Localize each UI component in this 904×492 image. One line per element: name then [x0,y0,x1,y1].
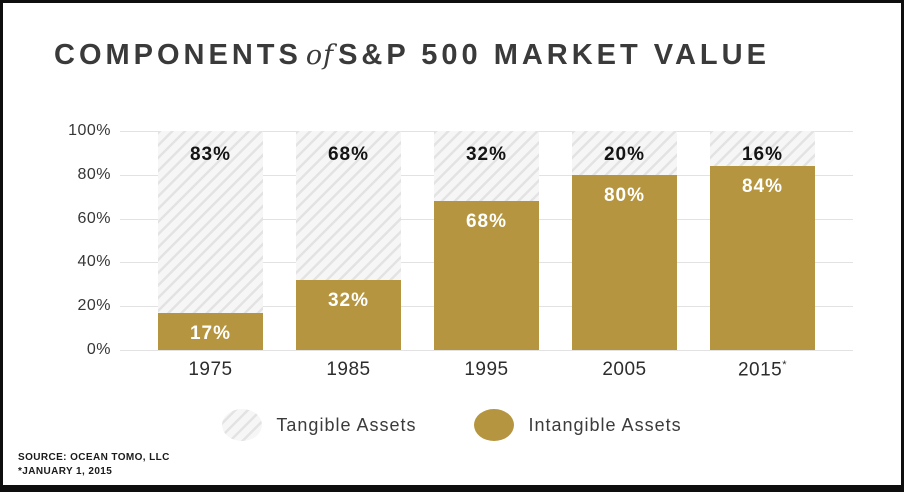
intangible-segment: 68% [434,201,539,350]
legend: Tangible Assets Intangible Assets [3,405,901,445]
y-axis-tick-label: 20% [77,297,111,315]
bar-group-1995: 32% 68% [434,131,539,350]
intangible-value-label: 17% [189,322,232,344]
tangible-value-label: 16% [741,144,784,165]
chart-title-of: of [305,40,335,71]
plot-area: 83% 17% 68% 32% 32% 68% 20% 80% 16% 84% [120,131,853,351]
y-axis: 0% 20% 40% 60% 80% 100% [37,122,111,358]
source-line: SOURCE: OCEAN TOMO, LLC [18,452,170,463]
tangible-segment: 68% [296,131,401,280]
tangible-segment: 20% [572,131,677,175]
intangible-segment: 32% [296,279,401,350]
y-axis-tick-label: 40% [77,253,111,271]
chart-title-part3: S&P 500 MARKET VALUE [338,39,770,71]
tangible-value-label: 83% [189,144,232,165]
legend-label: Tangible Assets [276,414,417,435]
y-axis-tick-label: 100% [68,122,111,139]
intangible-value-label: 68% [465,211,508,233]
tangible-swatch-icon [222,409,263,441]
y-axis-tick-label: 60% [77,209,111,227]
intangible-value-label: 80% [603,184,646,206]
source-footnote: *JANUARY 1, 2015 [18,466,113,477]
intangible-value-label: 84% [741,176,784,198]
x-axis-label: 2015* [737,359,788,381]
bar-group-2005: 20% 80% [572,131,677,350]
intangible-segment: 17% [158,312,263,350]
tangible-value-label: 32% [465,144,508,165]
x-axis-label: 2005 [602,359,647,380]
tangible-value-label: 68% [327,144,370,165]
legend-item-tangible-assets: Tangible Assets [222,409,416,441]
intangible-swatch-icon [474,409,515,441]
gridline [120,350,853,351]
bar-group-2015: 16% 84% [710,131,815,350]
intangible-segment: 80% [572,174,677,350]
legend-item-intangible-assets: Intangible Assets [474,409,681,441]
y-axis-tick-label: 80% [77,165,111,183]
chart-title: COMPONENTS of S&P 500 MARKET VALUE [54,39,770,72]
tangible-segment: 83% [158,131,263,313]
x-axis-label: 1975 [188,359,233,380]
tangible-segment: 16% [710,131,815,167]
bar-group-1975: 83% 17% [158,131,263,350]
source-note: SOURCE: OCEAN TOMO, LLC *JANUARY 1, 2015 [18,451,170,479]
x-axis-label: 1995 [464,359,509,380]
chart-title-part1: COMPONENTS [54,39,302,71]
tangible-value-label: 20% [603,144,646,165]
y-axis-tick-label: 0% [86,341,111,358]
legend-label: Intangible Assets [528,414,682,435]
intangible-segment: 84% [710,166,815,350]
x-axis: 1975 1985 1995 2005 2015* [120,359,853,385]
intangible-value-label: 32% [327,289,370,311]
bar-group-1985: 68% 32% [296,131,401,350]
x-axis-label: 1985 [326,359,371,380]
tangible-segment: 32% [434,131,539,202]
